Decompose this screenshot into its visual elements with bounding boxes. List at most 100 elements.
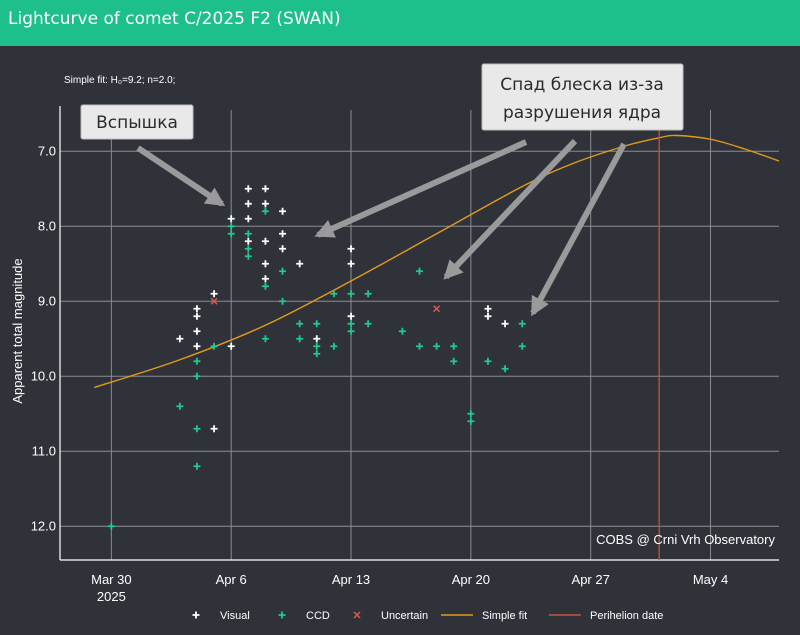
ccd-point [484,357,492,365]
visual-point [193,327,201,335]
visual-point [347,245,355,253]
ccd-point [176,402,184,410]
ccd-point [279,267,287,275]
ccd-point [193,462,201,470]
ccd-point [518,320,526,328]
ccd-point [467,417,475,425]
ccd-point [364,320,372,328]
ccd-point [313,350,321,358]
ccd-point [347,320,355,328]
visual-point [279,245,287,253]
visual-point [261,275,269,283]
y-tick-label: 11.0 [32,443,56,458]
ccd-point [450,342,458,350]
ccd-point [330,342,338,350]
x-tick-label: Apr 6 [216,572,247,587]
visual-point [484,312,492,320]
y-tick-label: 10.0 [31,368,56,383]
ccd-point [296,335,304,343]
legend-label: Perihelion date [590,610,663,622]
visual-point [484,305,492,313]
y-tick-label: 9.0 [38,293,56,308]
visual-point [227,215,235,223]
visual-point [261,237,269,245]
ccd-point [261,207,269,215]
visual-point [261,260,269,268]
arrow-icon [136,145,226,207]
ccd-point [193,357,201,365]
ccd-point [261,282,269,290]
visual-point [261,200,269,208]
ccd-point [433,342,441,350]
ccd-point [416,267,423,275]
visual-point [279,207,287,215]
annotations: Вспышка Спад блеска из-за разрушения ядра [80,63,684,317]
ccd-point [450,357,458,365]
x-tick-label: Apr 20 [452,572,490,587]
ccd-point [244,230,252,238]
visual-point [227,342,235,350]
visual-point [244,185,252,193]
legend-uncertain-marker [353,611,361,619]
visual-point [244,200,252,208]
visual-point [501,320,509,328]
uncertain-point [210,297,218,305]
x-tick-sublabel: 2025 [97,589,126,604]
visual-point [347,260,355,268]
ccd-point [313,342,321,350]
fit-curve-layer [94,110,780,560]
ccd-point [244,245,252,253]
ccd-point [193,372,201,380]
y-tick-label: 8.0 [38,218,56,233]
ccd-point [107,522,115,530]
visual-point [244,215,252,223]
legend-ccd-marker [278,611,286,619]
flare-callout-text: Вспышка [96,113,178,133]
lightcurve-chart: 7.0 8.0 9.0 10.0 11.0 12.0 Mar 30 2025 Apr 6 Apr … [10,63,780,622]
visual-point [296,260,304,268]
visual-point [210,425,218,433]
ccd-point [210,342,218,350]
visual-point [261,185,269,193]
visual-point [210,290,218,298]
fit-curve [94,134,780,389]
legend-label: CCD [306,610,330,622]
ccd-point [501,365,509,373]
ccd-point [398,327,406,335]
visual-point [279,230,287,238]
x-tick-label: Mar 30 [91,572,131,587]
x-tick-label: Apr 27 [572,572,610,587]
decline-callout-text: Спад блеска из-за [500,75,663,95]
ccd-point [518,342,526,350]
visual-point [193,305,201,313]
axes: 7.0 8.0 9.0 10.0 11.0 12.0 Mar 30 2025 Apr 6 Apr … [31,106,779,604]
visual-point [313,335,321,343]
x-tick-label: May 4 [693,572,728,587]
ccd-point [416,342,423,350]
ccd-point [193,425,201,433]
decline-callout [481,63,684,131]
visual-point [244,237,252,245]
grid-lines [60,110,779,560]
ccd-point [347,327,355,335]
legend-label: Simple fit [482,610,527,622]
y-tick-label: 12.0 [31,518,56,533]
uncertain-point [433,305,441,313]
visual-point [193,312,201,320]
ccd-point [244,252,252,260]
flare-callout [80,104,194,140]
visual-point [176,335,184,343]
ccd-point [313,320,321,328]
x-tick-label: Apr 13 [332,572,370,587]
ccd-point [364,290,372,298]
decline-callout-text: разрушения ядра [503,103,661,123]
legend: Visual CCD Uncertain Simple fit Perihelion d… [192,610,663,622]
credit-label: COBS @ Crni Vrh Observatory [596,532,775,547]
data-points [107,185,526,530]
ccd-point [467,410,475,418]
y-axis-label: Apparent total magnitude [10,258,25,403]
legend-label: Visual [220,610,250,622]
ccd-point [330,290,338,298]
ccd-point [347,290,355,298]
visual-point [347,312,355,320]
